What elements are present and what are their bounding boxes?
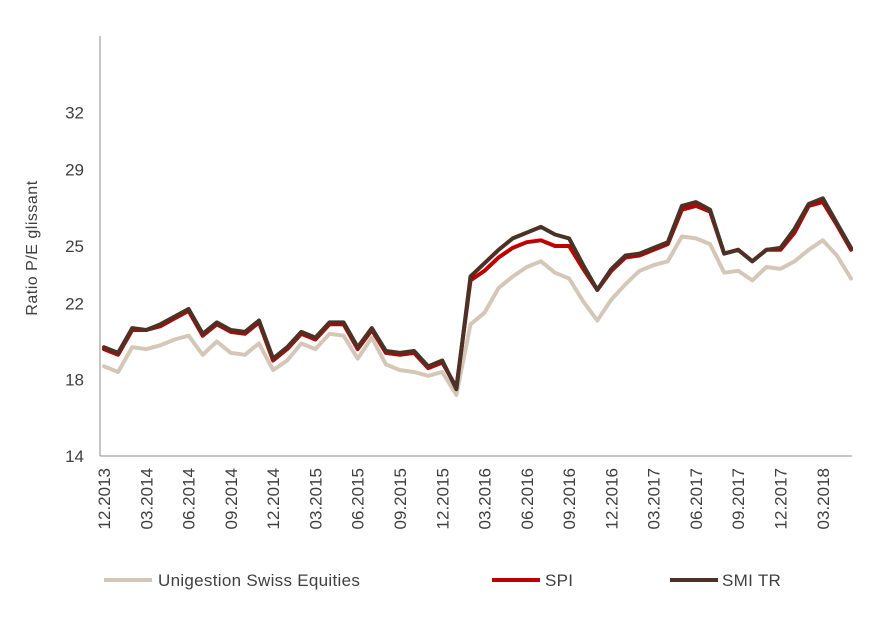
x-tick-label: 12.2017 <box>772 468 791 529</box>
x-tick-label: 09.2017 <box>729 468 748 529</box>
legend-label-3: SMI TR <box>722 571 781 590</box>
y-tick-labels: 14 18 22 25 29 32 <box>65 103 84 466</box>
x-tick-label: 03.2018 <box>814 468 833 529</box>
y-tick-label: 18 <box>65 371 84 390</box>
legend-label-1: Unigestion Swiss Equities <box>158 571 360 590</box>
y-tick-label: 25 <box>65 237 84 256</box>
series-line-2 <box>102 200 853 390</box>
x-tick-label: 09.2015 <box>391 468 410 529</box>
x-tick-label: 06.2016 <box>518 468 537 529</box>
series-layer <box>102 196 853 397</box>
x-tick-label: 12.2013 <box>95 468 114 529</box>
y-tick-label: 29 <box>65 161 84 180</box>
x-tick-label: 09.2014 <box>222 468 241 529</box>
x-tick-label: 06.2014 <box>180 468 199 529</box>
x-tick-label: 03.2015 <box>306 468 325 529</box>
x-tick-label: 12.2016 <box>602 468 621 529</box>
y-tick-label: 32 <box>65 103 84 122</box>
x-tick-label: 03.2014 <box>137 468 156 529</box>
y-tick-label: 14 <box>65 447 84 466</box>
series-line-3 <box>102 196 853 392</box>
x-tick-label: 06.2017 <box>687 468 706 529</box>
x-tick-label: 03.2016 <box>476 468 495 529</box>
x-tick-label: 03.2017 <box>645 468 664 529</box>
x-tick-label: 06.2015 <box>349 468 368 529</box>
x-tick-labels: 12.2013 03.2014 06.2014 09.2014 12.2014 03.20… <box>95 468 833 529</box>
y-tick-label: 22 <box>65 294 84 313</box>
y-axis-title: Ratio P/E glissant <box>24 180 41 315</box>
legend-label-2: SPI <box>545 571 573 590</box>
x-tick-label: 12.2015 <box>433 468 452 529</box>
x-tick-label: 12.2014 <box>264 468 283 529</box>
x-tick-label: 09.2016 <box>560 468 579 529</box>
series-line-1 <box>102 234 853 397</box>
legend: Unigestion Swiss Equities SPI SMI TR <box>104 571 781 590</box>
